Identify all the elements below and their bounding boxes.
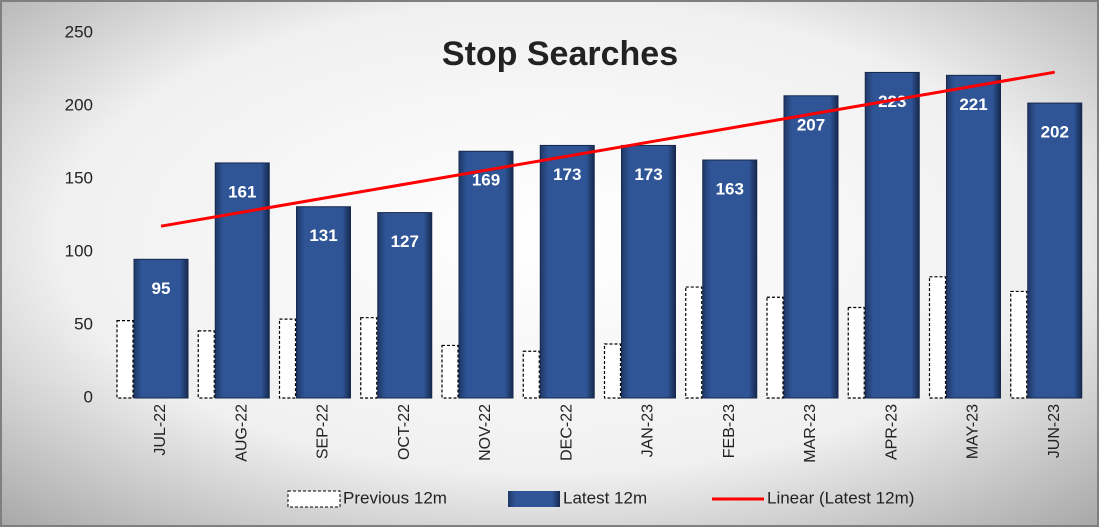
bar [946, 74, 1001, 399]
bar [603, 343, 622, 399]
bar [458, 150, 514, 399]
bar [621, 144, 676, 399]
chart-title: Stop Searches [442, 35, 678, 73]
data-label: 169 [472, 171, 500, 190]
bar [377, 212, 433, 399]
bar [685, 286, 703, 399]
bar [766, 296, 784, 399]
bar [197, 330, 215, 399]
bar [296, 206, 351, 399]
x-tick-label: MAR-23 [802, 404, 819, 463]
x-tick-label: FEB-23 [721, 404, 738, 458]
data-label: 131 [309, 226, 337, 245]
bar [1027, 102, 1083, 399]
x-tick-label: JAN-23 [640, 404, 657, 457]
data-label: 127 [391, 232, 419, 251]
bar [864, 71, 920, 399]
data-label: 202 [1041, 123, 1069, 142]
data-label: 161 [228, 182, 256, 201]
bar [214, 162, 270, 399]
x-tick-label: AUG-22 [233, 404, 250, 462]
x-tick-label: JUL-22 [152, 404, 169, 456]
data-label: 95 [152, 279, 171, 298]
bar [278, 318, 297, 399]
bar [539, 144, 595, 399]
x-tick-label: MAY-23 [965, 404, 982, 459]
x-tick-label: SEP-22 [315, 404, 332, 459]
data-label: 163 [716, 180, 744, 199]
data-label: 221 [959, 95, 987, 114]
x-tick-label: DEC-22 [558, 404, 575, 461]
y-tick-label: 0 [84, 387, 93, 406]
y-tick-label: 50 [74, 314, 93, 333]
x-tick-label: JUN-23 [1046, 404, 1063, 458]
data-label: 173 [553, 165, 581, 184]
bar [522, 350, 540, 399]
bar [1010, 290, 1028, 399]
data-label: 207 [797, 115, 825, 134]
bar [133, 258, 189, 399]
bar [116, 320, 134, 399]
data-label: 173 [634, 165, 662, 184]
trendline [160, 70, 1056, 228]
y-tick-label: 200 [65, 95, 93, 114]
x-tick-label: NOV-22 [477, 404, 494, 461]
y-tick-label: 250 [65, 22, 93, 41]
legend-swatch [508, 491, 560, 507]
legend-label: Previous 12m [343, 488, 447, 507]
bar [360, 317, 378, 399]
x-tick-label: OCT-22 [396, 404, 413, 460]
y-tick-label: 150 [65, 168, 93, 187]
bar [847, 306, 865, 399]
legend-swatch [287, 490, 341, 508]
bar [928, 276, 947, 399]
bar [702, 159, 758, 399]
legend-label: Latest 12m [563, 488, 647, 507]
bar [441, 344, 459, 399]
x-tick-label: APR-23 [883, 404, 900, 460]
legend-label: Linear (Latest 12m) [767, 488, 914, 507]
bar [783, 95, 839, 399]
y-tick-label: 100 [65, 241, 93, 260]
